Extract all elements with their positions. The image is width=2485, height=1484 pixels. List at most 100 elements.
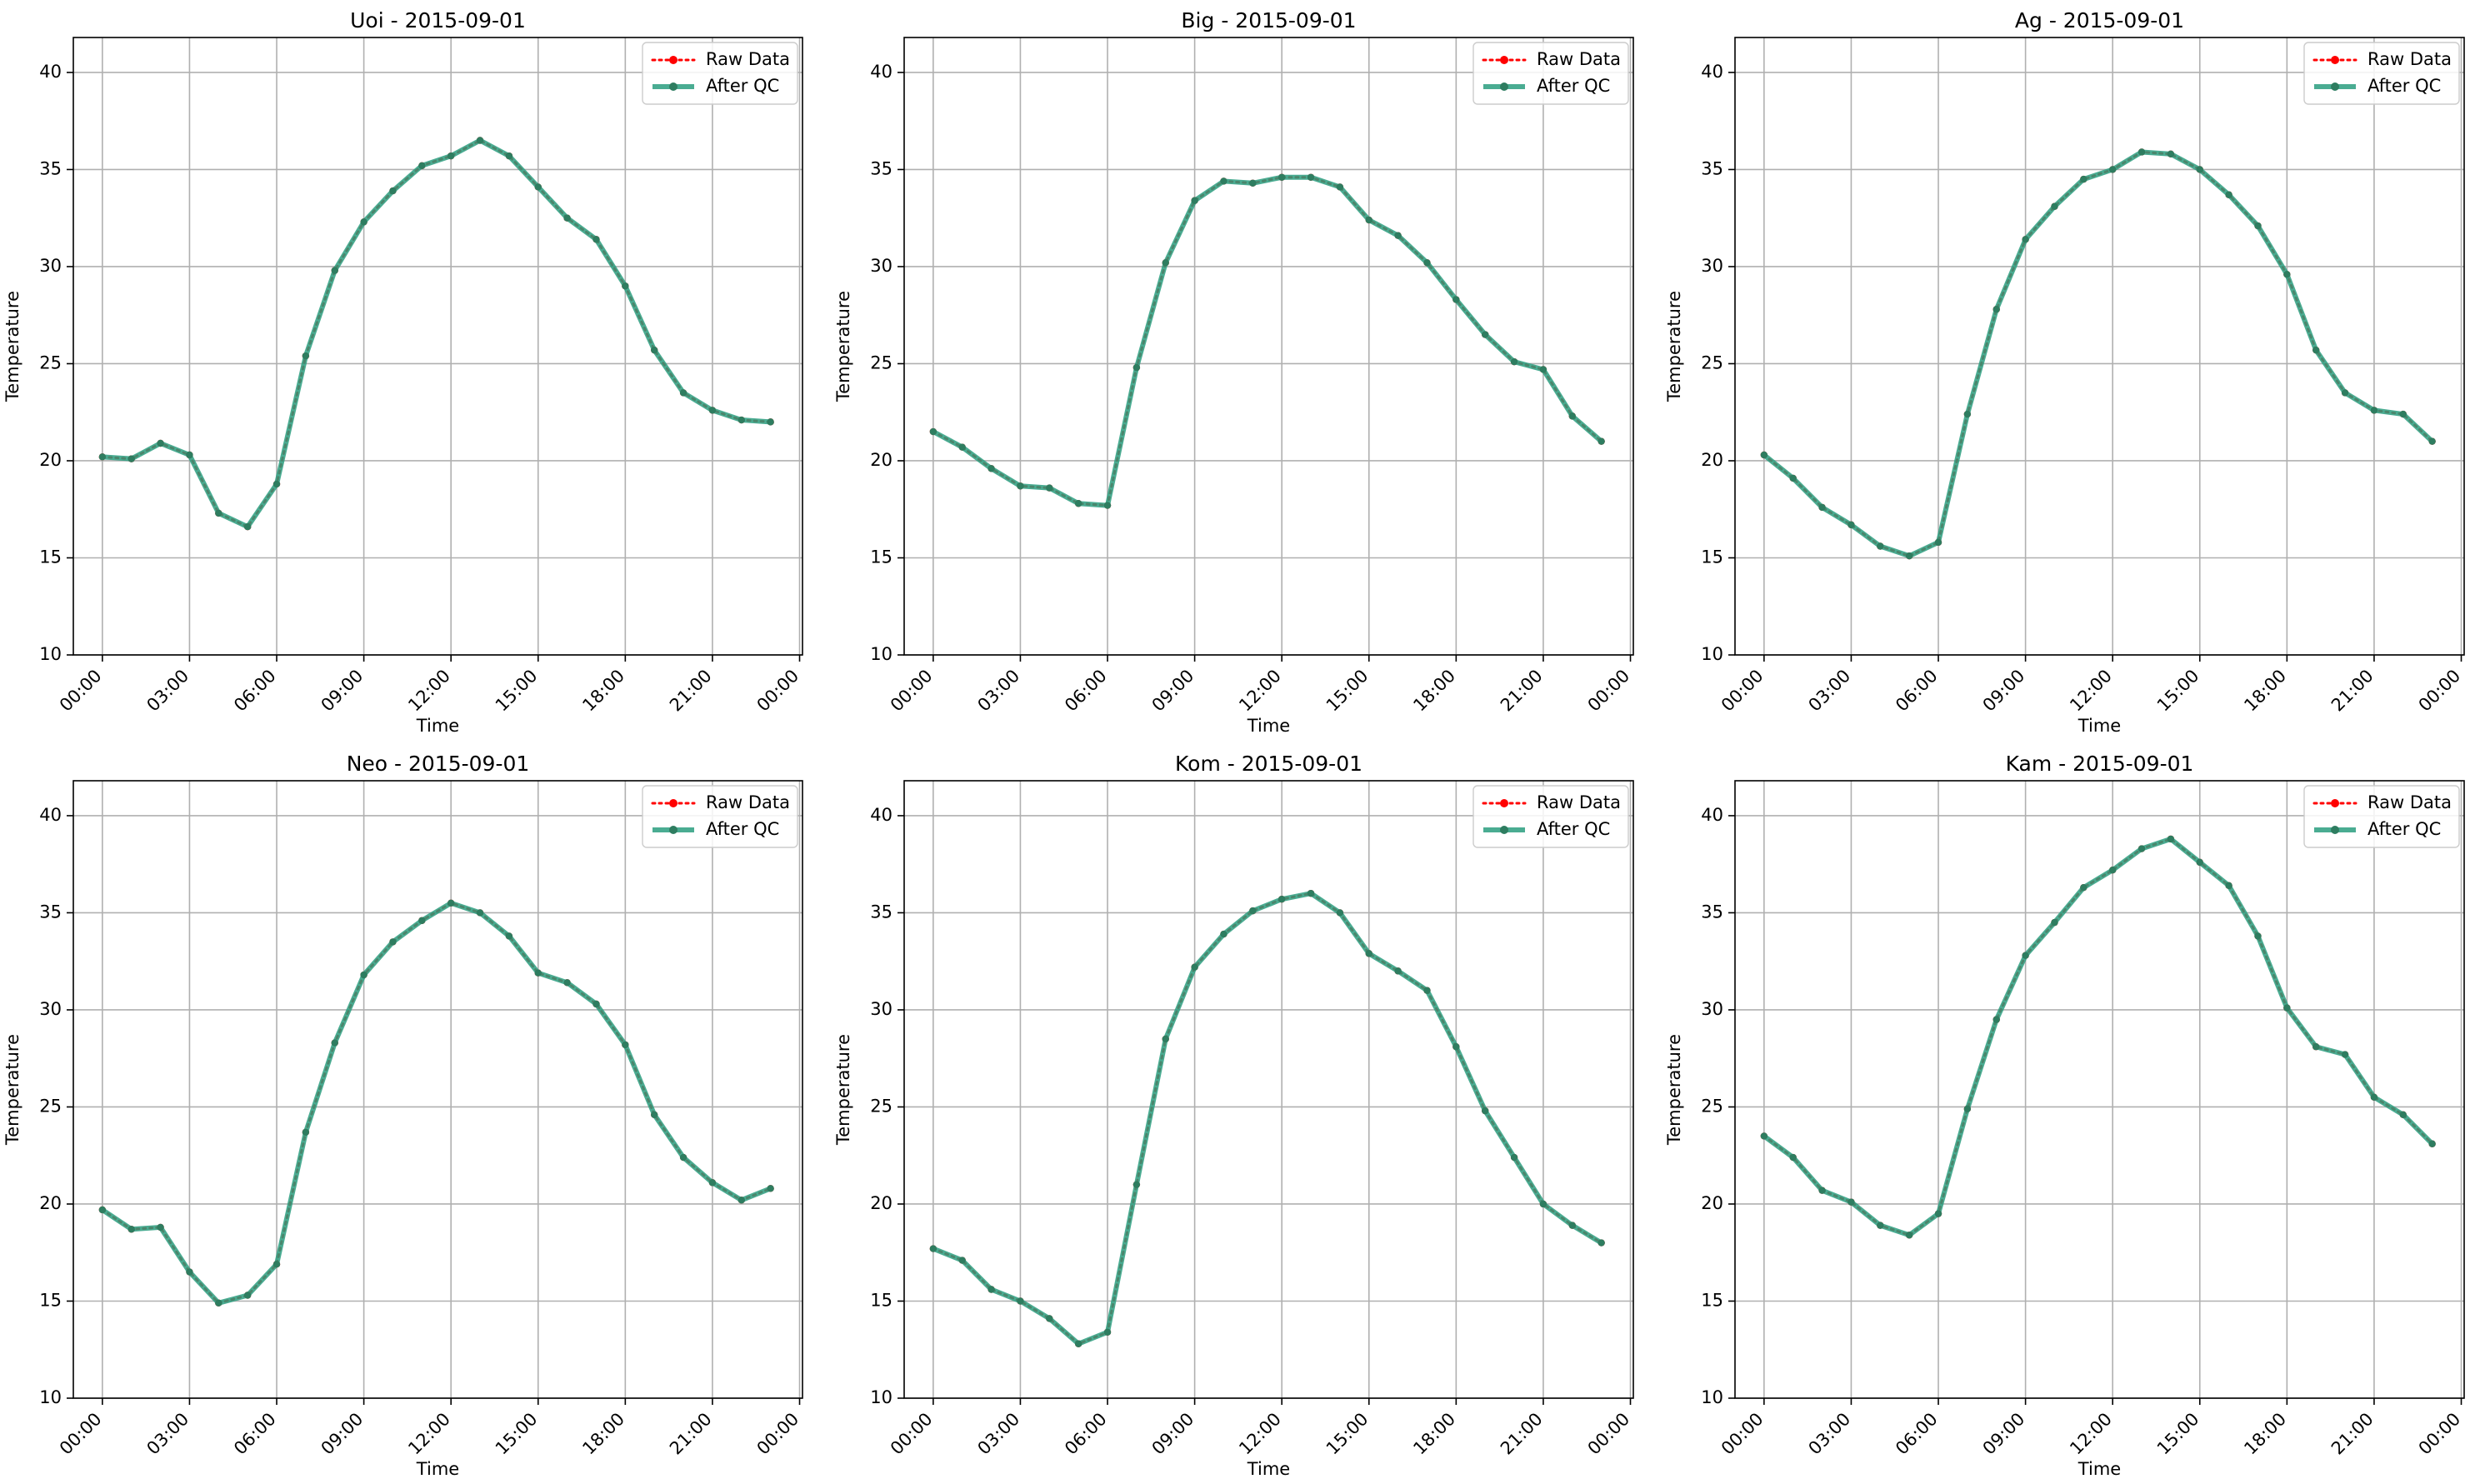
after-qc-point	[708, 1179, 717, 1187]
legend-raw-label: Raw Data	[1537, 49, 1621, 69]
legend-qc-marker	[2331, 826, 2339, 834]
y-tick-label: 35	[39, 158, 62, 178]
raw-data-line	[101, 902, 772, 1305]
x-axis-label: Time	[1247, 716, 1290, 736]
after-qc-line	[1762, 149, 2434, 559]
x-tick-label: 21:00	[2328, 666, 2378, 716]
after-qc-point	[534, 183, 542, 191]
x-tick-label: 06:00	[230, 666, 280, 716]
after-qc-point	[2051, 202, 2058, 210]
after-qc-point	[958, 1257, 966, 1264]
legend-raw-marker	[2331, 56, 2339, 64]
after-qc-point	[2080, 175, 2088, 183]
after-qc-point	[2399, 410, 2407, 418]
after-qc-point	[331, 267, 338, 274]
after-qc-point	[988, 1286, 995, 1293]
after-qc-point	[1992, 306, 2000, 313]
after-qc-point	[476, 909, 484, 917]
x-tick-label: 15:00	[492, 1409, 542, 1459]
x-tick-label: 18:00	[2240, 666, 2290, 716]
legend: Raw Data After QC	[2303, 42, 2460, 105]
y-tick-label: 35	[1701, 158, 1723, 178]
after-qc-point	[767, 1185, 774, 1192]
legend-raw-marker	[1500, 56, 1508, 64]
after-qc-point	[1336, 909, 1344, 917]
legend-qc-label: After QC	[706, 76, 779, 96]
legend-qc-label: After QC	[2368, 819, 2441, 839]
after-qc-point	[2080, 883, 2088, 892]
after-qc-point	[1760, 451, 1768, 459]
after-qc-point	[1365, 216, 1372, 224]
y-tick-label: 20	[1701, 1193, 1723, 1213]
after-qc-point	[1017, 1297, 1024, 1305]
y-tick-label: 15	[870, 1290, 892, 1310]
y-tick-label: 30	[39, 999, 62, 1019]
x-tick-label: 06:00	[230, 1409, 280, 1459]
subplot-title: Neo - 2015-09-01	[347, 752, 530, 776]
after-qc-point	[1848, 1198, 1855, 1206]
after-qc-point	[186, 1268, 193, 1276]
subplot-3: 00:00 03:00 06:00 09:00 12:00 15:00 18:00 21:00…	[1664, 8, 2465, 736]
x-tick-label: 15:00	[1322, 1409, 1372, 1459]
after-qc-point	[1074, 1340, 1082, 1347]
after-qc-point	[1818, 1187, 1826, 1194]
y-axis-label: Temperature	[1664, 1034, 1684, 1146]
x-tick-label: 09:00	[318, 666, 368, 716]
after-qc-point	[2341, 389, 2349, 397]
after-qc-point	[1278, 173, 1286, 181]
y-tick-label: 25	[1701, 1096, 1723, 1116]
x-axis-label: Time	[1247, 1459, 1290, 1479]
after-qc-point	[1992, 1016, 2000, 1023]
after-qc-point	[1046, 484, 1053, 492]
after-qc-point	[534, 969, 542, 977]
after-qc-point	[1760, 1132, 1768, 1140]
after-qc-point	[767, 418, 774, 426]
x-tick-label: 12:00	[404, 1409, 454, 1459]
y-tick-label: 30	[39, 256, 62, 276]
x-tick-label: 09:00	[318, 1409, 368, 1459]
legend-qc-marker	[2331, 82, 2339, 91]
subplot-title: Kom - 2015-09-01	[1175, 752, 1362, 776]
legend: Raw Data After QC	[2303, 785, 2460, 848]
y-tick-label: 30	[870, 256, 892, 276]
x-tick-label: 21:00	[666, 666, 716, 716]
after-qc-point	[215, 1299, 222, 1307]
y-tick-label: 10	[870, 644, 892, 664]
after-qc-point	[1598, 1239, 1605, 1247]
after-qc-point	[1074, 500, 1082, 507]
raw-data-line	[101, 138, 772, 529]
after-qc-point	[1963, 410, 1972, 418]
legend-qc-marker	[669, 826, 678, 834]
y-tick-label: 40	[1701, 805, 1723, 825]
after-qc-point	[1452, 296, 1460, 303]
axes-frame	[903, 780, 1634, 1399]
after-qc-point	[2167, 150, 2175, 158]
after-qc-point	[2167, 835, 2175, 843]
after-qc-point	[243, 1292, 252, 1299]
after-qc-point	[447, 899, 455, 907]
y-tick-label: 30	[870, 999, 892, 1019]
y-tick-label: 35	[39, 902, 62, 922]
after-qc-point	[272, 480, 281, 488]
x-tick-label: 12:00	[1235, 1409, 1285, 1459]
x-tick-label: 21:00	[666, 1409, 716, 1459]
after-qc-line	[932, 174, 1603, 508]
after-qc-line	[101, 900, 772, 1306]
x-axis-label: Time	[2078, 1459, 2121, 1479]
after-qc-point	[1132, 1181, 1141, 1188]
legend-raw-marker	[1500, 799, 1508, 807]
x-tick-label: 00:00	[1584, 666, 1634, 716]
legend-qc-marker	[1500, 82, 1508, 91]
after-qc-point	[738, 416, 745, 424]
legend-qc-label: After QC	[706, 819, 779, 839]
after-qc-point	[622, 282, 629, 290]
x-axis-label: Time	[2078, 716, 2121, 736]
after-qc-point	[2254, 222, 2262, 230]
after-qc-point	[679, 389, 688, 397]
after-qc-point	[1336, 183, 1344, 191]
legend-raw-label: Raw Data	[706, 792, 790, 812]
after-qc-point	[1365, 950, 1372, 957]
after-qc-point	[272, 1261, 281, 1268]
after-qc-point	[186, 451, 193, 459]
after-qc-point	[98, 453, 107, 461]
